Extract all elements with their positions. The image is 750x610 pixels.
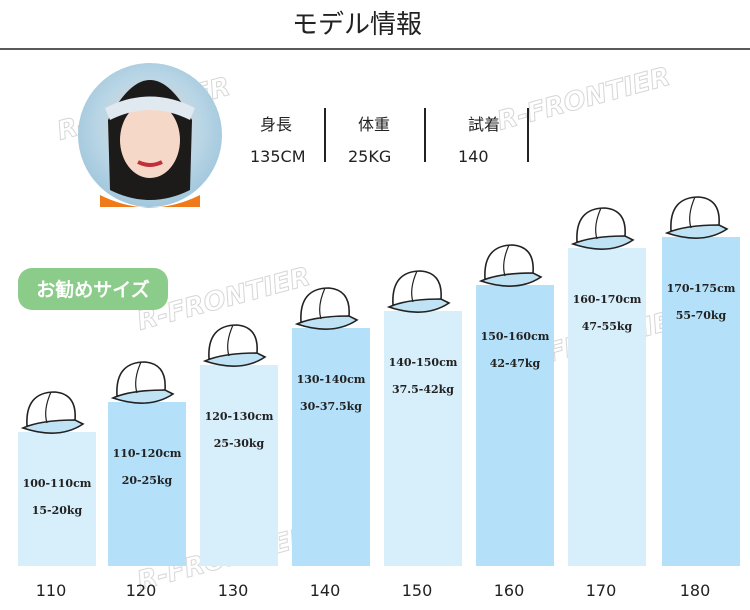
cap-icon — [20, 391, 85, 434]
cap-icon — [110, 361, 175, 404]
size-weight: 15-20kg — [32, 504, 83, 517]
size-bar — [476, 285, 554, 566]
size-weight: 47-55kg — [582, 320, 633, 333]
cap-crown — [300, 287, 350, 323]
size-weight: 25-30kg — [214, 437, 265, 450]
field-value: 25KG — [348, 147, 391, 166]
cap-brim — [202, 352, 267, 367]
field-label: 身長 — [260, 115, 292, 134]
size-label: 130 — [218, 581, 249, 600]
watermark: R-FRONTIER — [494, 62, 673, 137]
size-bar — [18, 432, 96, 566]
model-info: 身長 135CM 体重 25KG 試着 140 — [250, 108, 529, 166]
size-label: 170 — [586, 581, 617, 600]
size-bar — [568, 248, 646, 566]
cap-icon — [478, 244, 543, 287]
size-height: 170-175cm — [667, 282, 736, 295]
cap-icon — [202, 324, 267, 367]
cap-seam — [319, 287, 326, 320]
cap-brim — [664, 224, 729, 239]
cap-brim — [110, 389, 175, 404]
cap-crown — [670, 196, 720, 232]
cap-icon — [386, 270, 451, 313]
field-value: 135CM — [250, 147, 306, 166]
size-weight: 42-47kg — [490, 357, 541, 370]
cap-crown — [576, 207, 626, 243]
cap-crown — [208, 324, 258, 360]
size-weight: 55-70kg — [676, 309, 727, 322]
cap-icon — [664, 196, 729, 239]
cap-brim — [570, 235, 635, 250]
cap-brim — [386, 298, 451, 313]
cap-crown — [26, 391, 76, 427]
field-label: 試着 — [468, 115, 500, 134]
size-height: 150-160cm — [481, 330, 550, 343]
size-label: 120 — [126, 581, 157, 600]
cap-seam — [595, 207, 602, 240]
cap-seam — [411, 270, 418, 303]
size-height: 130-140cm — [297, 373, 366, 386]
field-label: 体重 — [358, 115, 390, 134]
field-value: 140 — [458, 147, 489, 166]
badge: お勧めサイズ — [18, 268, 168, 310]
size-weight: 37.5-42kg — [392, 383, 454, 396]
cap-seam — [135, 361, 142, 394]
cap-icon — [294, 287, 359, 330]
title: モデル情報 — [292, 10, 422, 40]
size-label: 110 — [36, 581, 67, 600]
cap-seam — [503, 244, 510, 277]
cap-icon — [570, 207, 635, 250]
size-height: 100-110cm — [23, 477, 92, 490]
size-bar — [662, 237, 740, 566]
size-weight: 20-25kg — [122, 474, 173, 487]
cap-seam — [45, 391, 52, 424]
cap-crown — [116, 361, 166, 397]
size-bar — [200, 365, 278, 566]
size-label: 180 — [680, 581, 711, 600]
size-bar — [108, 402, 186, 566]
size-height: 110-120cm — [113, 447, 182, 460]
size-bars: 100-110cm 15-20kg 110 110-120cm 20-25kg 120 12… — [18, 196, 740, 600]
size-label: 160 — [494, 581, 525, 600]
size-height: 160-170cm — [573, 293, 642, 306]
size-bar — [292, 328, 370, 566]
cap-brim — [20, 419, 85, 434]
size-height: 140-150cm — [389, 356, 458, 369]
size-weight: 30-37.5kg — [300, 400, 362, 413]
size-label: 150 — [402, 581, 433, 600]
cap-crown — [392, 270, 442, 306]
size-label: 140 — [310, 581, 341, 600]
size-height: 120-130cm — [205, 410, 274, 423]
avatar — [78, 63, 222, 208]
cap-crown — [484, 244, 534, 280]
size-bar — [384, 311, 462, 566]
cap-seam — [689, 196, 696, 229]
cap-brim — [294, 315, 359, 330]
cap-brim — [478, 272, 543, 287]
badge-text: お勧めサイズ — [36, 278, 149, 301]
cap-seam — [227, 324, 234, 357]
